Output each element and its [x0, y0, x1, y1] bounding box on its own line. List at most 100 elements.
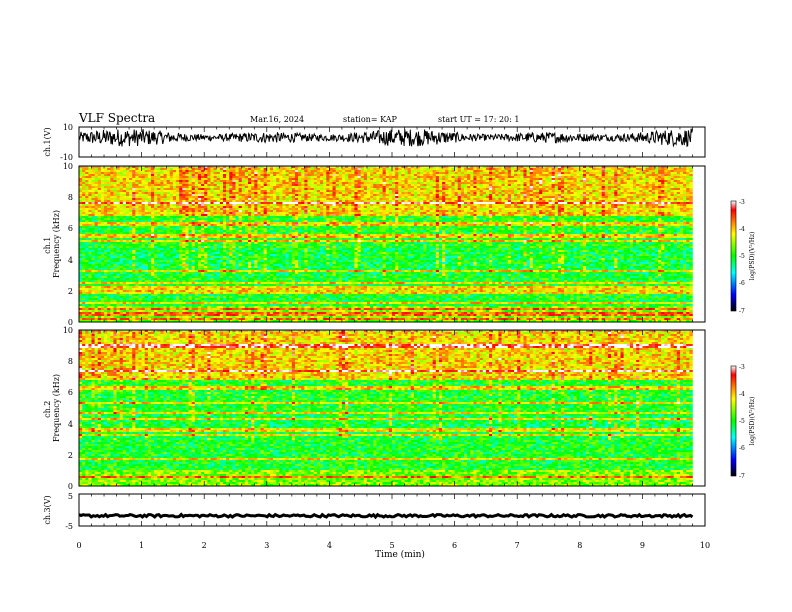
- spectrogram-cell: [661, 176, 664, 178]
- spectrogram-cell: [505, 168, 508, 170]
- spectrogram-cell: [495, 168, 498, 170]
- spectrogram-cell: [423, 172, 426, 174]
- spectrogram-cell: [304, 178, 307, 180]
- spectrogram-cell: [611, 174, 614, 176]
- spectrogram-cell: [436, 172, 439, 174]
- spectrogram-cell: [614, 176, 617, 178]
- spectrogram-cell: [533, 168, 536, 170]
- spectrogram-cell: [376, 174, 379, 176]
- spectrogram-cell: [160, 174, 163, 176]
- spectrogram-cell: [286, 168, 289, 170]
- spectrogram-cell: [95, 174, 98, 176]
- spectrogram-cell: [558, 168, 561, 170]
- spectrogram-cell: [129, 176, 132, 178]
- spectrogram-cell: [264, 172, 267, 174]
- spectrogram-cell: [273, 168, 276, 170]
- spectrogram-cell: [395, 168, 398, 170]
- spectrogram-cell: [401, 178, 404, 180]
- spectrogram-cell: [686, 176, 689, 178]
- spectrogram-cell: [245, 176, 248, 178]
- spectrogram-cell: [345, 168, 348, 170]
- spectrogram-cell: [167, 172, 170, 174]
- spectrogram-cell: [608, 172, 611, 174]
- spectrogram-cell: [138, 174, 141, 176]
- spectrogram-cell: [214, 174, 217, 176]
- spectrogram-cell: [351, 172, 354, 174]
- spectrogram-cell: [542, 172, 545, 174]
- spectrogram-cell: [317, 168, 320, 170]
- spectrogram-cell: [383, 178, 386, 180]
- spectrogram-cell: [267, 178, 270, 180]
- spectrogram-cell: [317, 178, 320, 180]
- spectrogram-cell: [348, 168, 351, 170]
- spectrogram-cell: [498, 176, 501, 178]
- spectrogram-cell: [361, 168, 364, 170]
- spectrogram-cell: [558, 172, 561, 174]
- spectrogram-cell: [611, 168, 614, 170]
- spectrogram-cell: [132, 174, 135, 176]
- spectrogram-cell: [204, 172, 207, 174]
- spectrogram-cell: [570, 168, 573, 170]
- spectrogram-cell: [329, 168, 332, 170]
- spectrogram-cell: [117, 176, 120, 178]
- spectrogram-cell: [448, 170, 451, 172]
- spectrogram-cell: [470, 176, 473, 178]
- spectrogram-cell: [189, 172, 192, 174]
- spectrogram-cell: [379, 176, 382, 178]
- spectrogram-cell: [523, 174, 526, 176]
- spectrogram-cell: [646, 170, 649, 172]
- spectrogram-cell: [580, 176, 583, 178]
- spectrogram-cell: [164, 174, 167, 176]
- spectrogram-cell: [361, 174, 364, 176]
- spectrogram-cell: [420, 172, 423, 174]
- spectrogram-cell: [423, 178, 426, 180]
- spectrogram-cell: [170, 172, 173, 174]
- spectrogram-cell: [545, 178, 548, 180]
- spectrogram-cell: [88, 176, 91, 178]
- spectrogram-cell: [173, 174, 176, 176]
- spectrogram-cell: [627, 172, 630, 174]
- spectrogram-cell: [439, 174, 442, 176]
- spectrogram-cell: [79, 176, 82, 178]
- spectrogram-cell: [239, 176, 242, 178]
- spectrogram-cell: [680, 168, 683, 170]
- spectrogram-cell: [436, 168, 439, 170]
- spectrogram-cell: [636, 174, 639, 176]
- spectrogram-cell: [549, 170, 552, 172]
- spectrogram-cell: [649, 172, 652, 174]
- spectrogram-cell: [333, 178, 336, 180]
- spectrogram-cell: [483, 170, 486, 172]
- spectrogram-cell: [267, 176, 270, 178]
- spectrogram-cell: [508, 178, 511, 180]
- spectrogram-cell: [286, 174, 289, 176]
- spectrogram-cell: [223, 170, 226, 172]
- spectrogram-cell: [464, 172, 467, 174]
- ch1-spectrogram-image: [79, 166, 693, 322]
- spectrogram-cell: [379, 172, 382, 174]
- spectrogram-cell: [314, 178, 317, 180]
- spectrogram-cell: [329, 174, 332, 176]
- spectrogram-cell: [210, 170, 213, 172]
- spectrogram-cell: [617, 170, 620, 172]
- spectrogram-cell: [420, 178, 423, 180]
- spectrogram-cell: [279, 174, 282, 176]
- spectrogram-cell: [145, 174, 148, 176]
- spectrogram-cell: [570, 172, 573, 174]
- spectrogram-cell: [129, 168, 132, 170]
- spectrogram-cell: [674, 170, 677, 172]
- spectrogram-cell: [646, 174, 649, 176]
- spectrogram-cell: [646, 176, 649, 178]
- spectrogram-cell: [448, 176, 451, 178]
- spectrogram-cell: [248, 178, 251, 180]
- spectrogram-cell: [373, 176, 376, 178]
- spectrogram-cell: [142, 176, 145, 178]
- spectrogram-cell: [520, 168, 523, 170]
- spectrogram-cell: [358, 178, 361, 180]
- spectrogram-cell: [261, 168, 264, 170]
- spectrogram-cell: [135, 168, 138, 170]
- spectrogram-cell: [292, 172, 295, 174]
- spectrogram-cell: [154, 170, 157, 172]
- spectrogram-cell: [126, 170, 129, 172]
- spectrogram-cell: [226, 174, 229, 176]
- spectrogram-cell: [611, 176, 614, 178]
